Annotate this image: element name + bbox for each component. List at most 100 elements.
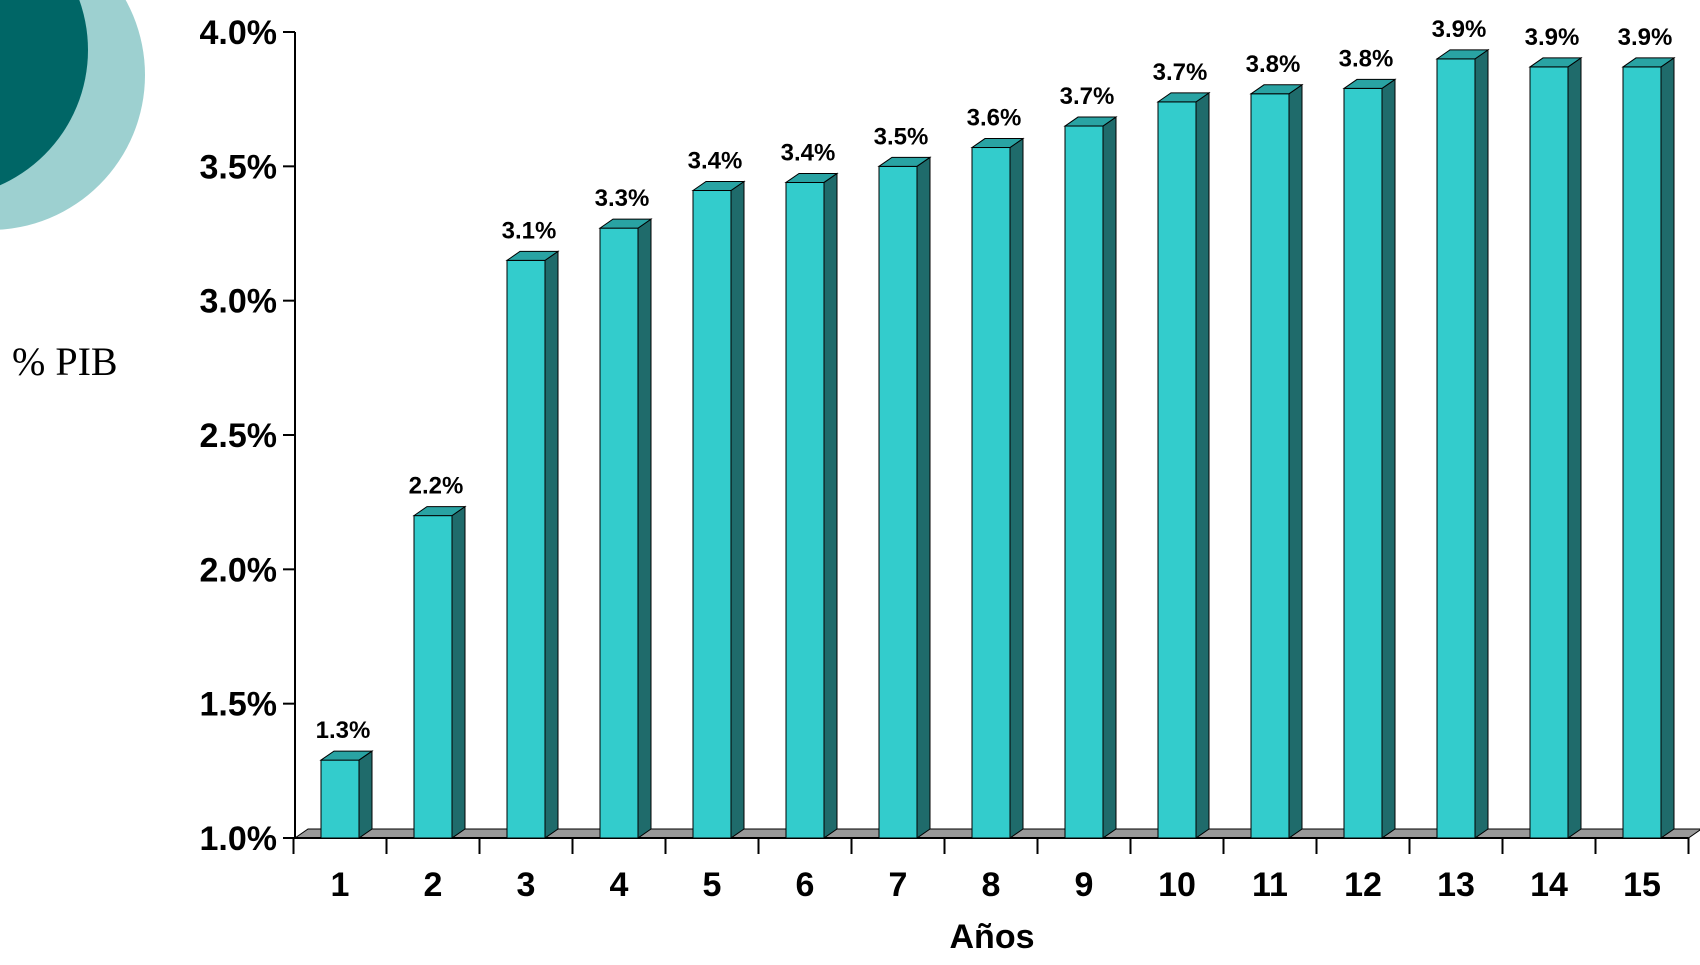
bar-front: [599, 227, 639, 839]
bar-front: [320, 759, 360, 839]
side-label: % PIB: [12, 339, 118, 384]
bar: [784, 172, 839, 839]
x-tick-label: 14: [1530, 866, 1568, 904]
bar-top: [1621, 57, 1676, 68]
value-label: 3.6%: [967, 105, 1022, 132]
bar-top: [412, 506, 467, 517]
bar-side: [1381, 78, 1396, 839]
x-tick-label: 15: [1623, 866, 1661, 904]
x-tick-label: 1: [331, 866, 350, 904]
bar-front: [971, 147, 1011, 839]
bar-top: [1435, 49, 1490, 60]
bar-side: [1288, 83, 1303, 839]
bar-top: [691, 181, 746, 192]
bar-top: [505, 250, 560, 261]
bar: [505, 250, 560, 839]
bar-top: [970, 138, 1025, 149]
bar-top: [1528, 57, 1583, 68]
bar-top: [1249, 84, 1304, 95]
value-label: 3.7%: [1060, 83, 1115, 110]
bar-side: [730, 180, 745, 839]
bar-side: [1567, 56, 1582, 839]
x-tick-label: 9: [1075, 866, 1094, 904]
y-tick-label: 2.5%: [200, 417, 278, 455]
bar: [1342, 78, 1397, 839]
x-axis-title: Años: [950, 918, 1035, 956]
value-label: 3.4%: [781, 139, 836, 166]
y-tick-label: 1.0%: [200, 820, 278, 858]
bar-top: [784, 172, 839, 183]
x-tick-label: 4: [610, 866, 629, 904]
bar-side: [1474, 48, 1489, 839]
bar-top: [598, 218, 653, 229]
bar-front: [506, 259, 546, 839]
x-tick-label: 2: [424, 866, 443, 904]
bar-side: [916, 156, 931, 839]
x-tick-label: 5: [703, 866, 722, 904]
bar-top: [319, 750, 374, 761]
bars: [319, 48, 1676, 839]
bar-side: [451, 505, 466, 839]
bar-front: [1343, 87, 1383, 839]
bar-front: [878, 165, 918, 839]
bar-front: [1529, 66, 1569, 839]
labels: 1.3% 1 2.2% 2 3.1% 3 3.3% 4 3.4% 5 3.4% 6 3.5% 7 3.6% 8…: [316, 16, 1673, 904]
bar-side: [1009, 137, 1024, 839]
bar-side: [637, 218, 652, 839]
y-tick-label: 3.0%: [200, 283, 278, 321]
decorative-circles: [0, 0, 145, 230]
x-tick-label: 3: [517, 866, 536, 904]
bar: [691, 180, 746, 839]
x-tick-label: 11: [1252, 866, 1288, 904]
bar-top: [1156, 92, 1211, 103]
value-label: 3.9%: [1618, 24, 1673, 51]
bar: [1156, 91, 1211, 839]
bar-side: [1102, 116, 1117, 839]
bar-top: [1063, 116, 1118, 127]
bar: [598, 218, 653, 839]
bar-top: [1342, 78, 1397, 89]
y-tick-label: 1.5%: [200, 686, 278, 724]
value-label: 3.8%: [1246, 51, 1301, 78]
bar-side: [1195, 91, 1210, 839]
bar: [1435, 48, 1490, 839]
x-tick-label: 8: [982, 866, 1001, 904]
bar-front: [1250, 93, 1290, 839]
value-label: 3.1%: [502, 217, 557, 244]
bar-front: [785, 181, 825, 839]
value-label: 3.8%: [1339, 45, 1394, 72]
value-label: 3.4%: [688, 148, 743, 175]
axes: 1.0% 1.5% 2.0% 2.5% 3.0% 3.5% 4.0%: [200, 14, 1690, 858]
value-label: 2.2%: [409, 473, 464, 500]
x-tick-label: 13: [1437, 866, 1475, 904]
y-tick-label: 3.5%: [200, 148, 278, 186]
x-tick-label: 6: [796, 866, 815, 904]
y-tick-label: 4.0%: [200, 14, 278, 52]
value-label: 3.7%: [1153, 59, 1208, 86]
bar-front: [413, 515, 453, 839]
bar-front: [1436, 58, 1476, 839]
bar: [412, 505, 467, 839]
x-tick-label: 10: [1158, 866, 1196, 904]
bar: [1621, 56, 1676, 839]
bar: [1528, 56, 1583, 839]
value-label: 3.9%: [1525, 24, 1580, 51]
value-label: 1.3%: [316, 717, 371, 744]
bar: [970, 137, 1025, 839]
bar-side: [1660, 56, 1675, 839]
value-label: 3.5%: [874, 123, 929, 150]
bar-front: [1157, 101, 1197, 839]
bar-front: [692, 190, 732, 839]
y-tick-label: 2.0%: [200, 551, 278, 589]
bar-top: [877, 156, 932, 167]
value-label: 3.3%: [595, 185, 650, 212]
bar-side: [358, 750, 373, 839]
bar-front: [1622, 66, 1662, 839]
bar-front: [1064, 125, 1104, 839]
x-tick-label: 7: [889, 866, 908, 904]
bar: [1063, 116, 1118, 839]
x-tick-label: 12: [1344, 866, 1382, 904]
bar: [319, 750, 374, 839]
bar-side: [544, 250, 559, 839]
inner-circle: [0, 0, 88, 186]
